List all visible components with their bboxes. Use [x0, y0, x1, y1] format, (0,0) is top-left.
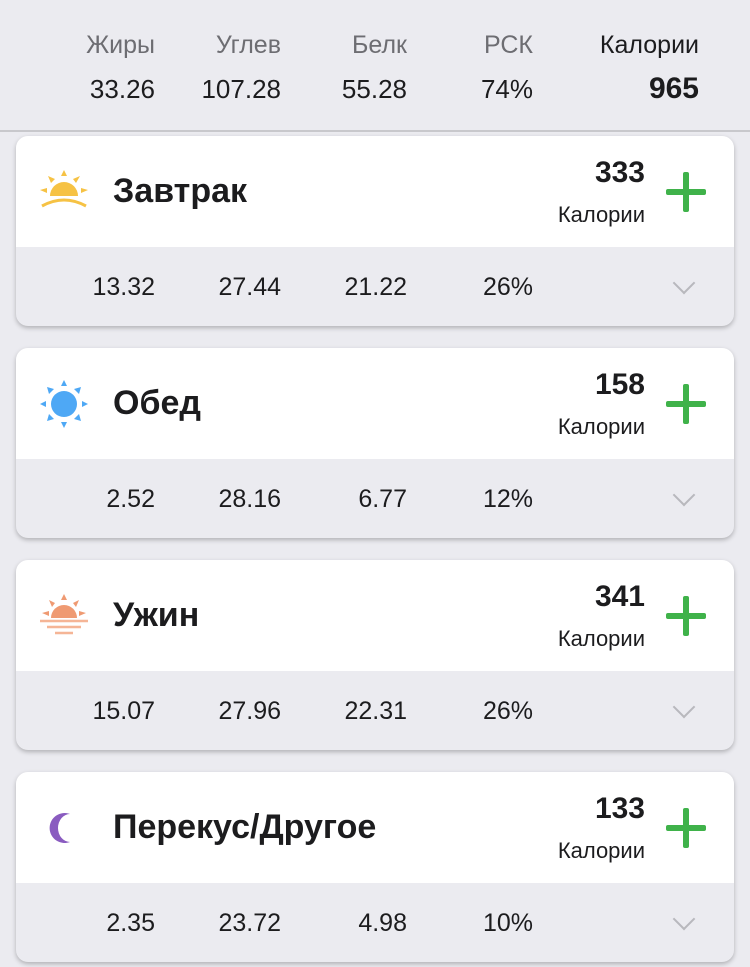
meal-name: Завтрак	[113, 172, 248, 210]
meal-header[interactable]: Обед 158 Калории	[16, 348, 734, 459]
add-food-button[interactable]	[666, 596, 706, 636]
meal-calories-label: Калории	[557, 838, 645, 863]
protein-value: 55.28	[341, 74, 407, 104]
meal-calories: 133	[594, 792, 645, 825]
meal-macro-value: 15.07	[92, 697, 155, 725]
meal-macro-value: 23.72	[218, 909, 281, 937]
meal-macro-value: 13.32	[92, 273, 155, 301]
moon-icon	[38, 802, 90, 854]
meal-header[interactable]: Перекус/Другое 133 Калории	[16, 772, 734, 883]
meal-calories: 158	[594, 368, 645, 401]
meal-macro-value: 27.44	[218, 273, 281, 301]
calories-value: 965	[648, 72, 699, 105]
meal-macro-value: 21.22	[344, 273, 407, 301]
meal-macro-value: 6.77	[358, 485, 407, 513]
meal-name: Обед	[113, 384, 201, 422]
meal-macro-value: 2.52	[106, 485, 155, 513]
add-food-button[interactable]	[666, 172, 706, 212]
calories-label: Калории	[599, 31, 699, 59]
meal-header[interactable]: Завтрак 333 Калории	[16, 136, 734, 247]
meal-calories: 341	[594, 580, 645, 613]
fat-label: Жиры	[86, 31, 155, 59]
meal-name: Ужин	[113, 596, 200, 634]
meal-macro-value: 2.35	[106, 909, 155, 937]
sunset-icon	[38, 590, 90, 642]
carbs-label: Углев	[215, 31, 281, 59]
meal-calories-label: Калории	[557, 202, 645, 227]
meal-macro-value: 10%	[482, 909, 533, 937]
daily-summary: Жиры Углев Белк РСК Калории 33.26 107.28…	[0, 0, 750, 132]
carbs-value: 107.28	[201, 74, 281, 104]
chevron-down-icon[interactable]	[672, 271, 696, 295]
meal-card: Ужин 341 Калории 15.07 27.96 22.31 26%	[16, 560, 734, 750]
rsk-value: 74%	[480, 74, 533, 104]
meal-macro-value: 26%	[482, 273, 533, 301]
rsk-label: РСК	[483, 31, 533, 59]
meal-card: Обед 158 Калории 2.52 28.16 6.77 12%	[16, 348, 734, 538]
fat-value: 33.26	[89, 74, 155, 104]
meal-card: Завтрак 333 Калории 13.32 27.44 21.22 26%	[16, 136, 734, 326]
meal-name: Перекус/Другое	[113, 808, 377, 846]
meal-card: Перекус/Другое 133 Калории 2.35 23.72 4.98…	[16, 772, 734, 962]
meal-header[interactable]: Ужин 341 Калории	[16, 560, 734, 671]
sun-icon	[38, 378, 90, 430]
meal-macro-value: 4.98	[358, 909, 407, 937]
sunrise-icon	[38, 166, 90, 218]
add-food-button[interactable]	[666, 384, 706, 424]
chevron-down-icon[interactable]	[672, 695, 696, 719]
meal-macro-value: 27.96	[218, 697, 281, 725]
meal-calories-label: Калории	[557, 626, 645, 651]
meal-macro-value: 12%	[482, 485, 533, 513]
meal-calories-label: Калории	[557, 414, 645, 439]
meal-macro-value: 28.16	[218, 485, 281, 513]
protein-label: Белк	[351, 31, 407, 59]
meal-calories: 333	[594, 156, 645, 189]
add-food-button[interactable]	[666, 808, 706, 848]
meal-macro-value: 26%	[482, 697, 533, 725]
chevron-down-icon[interactable]	[672, 483, 696, 507]
meal-macro-value: 22.31	[344, 697, 407, 725]
chevron-down-icon[interactable]	[672, 907, 696, 931]
